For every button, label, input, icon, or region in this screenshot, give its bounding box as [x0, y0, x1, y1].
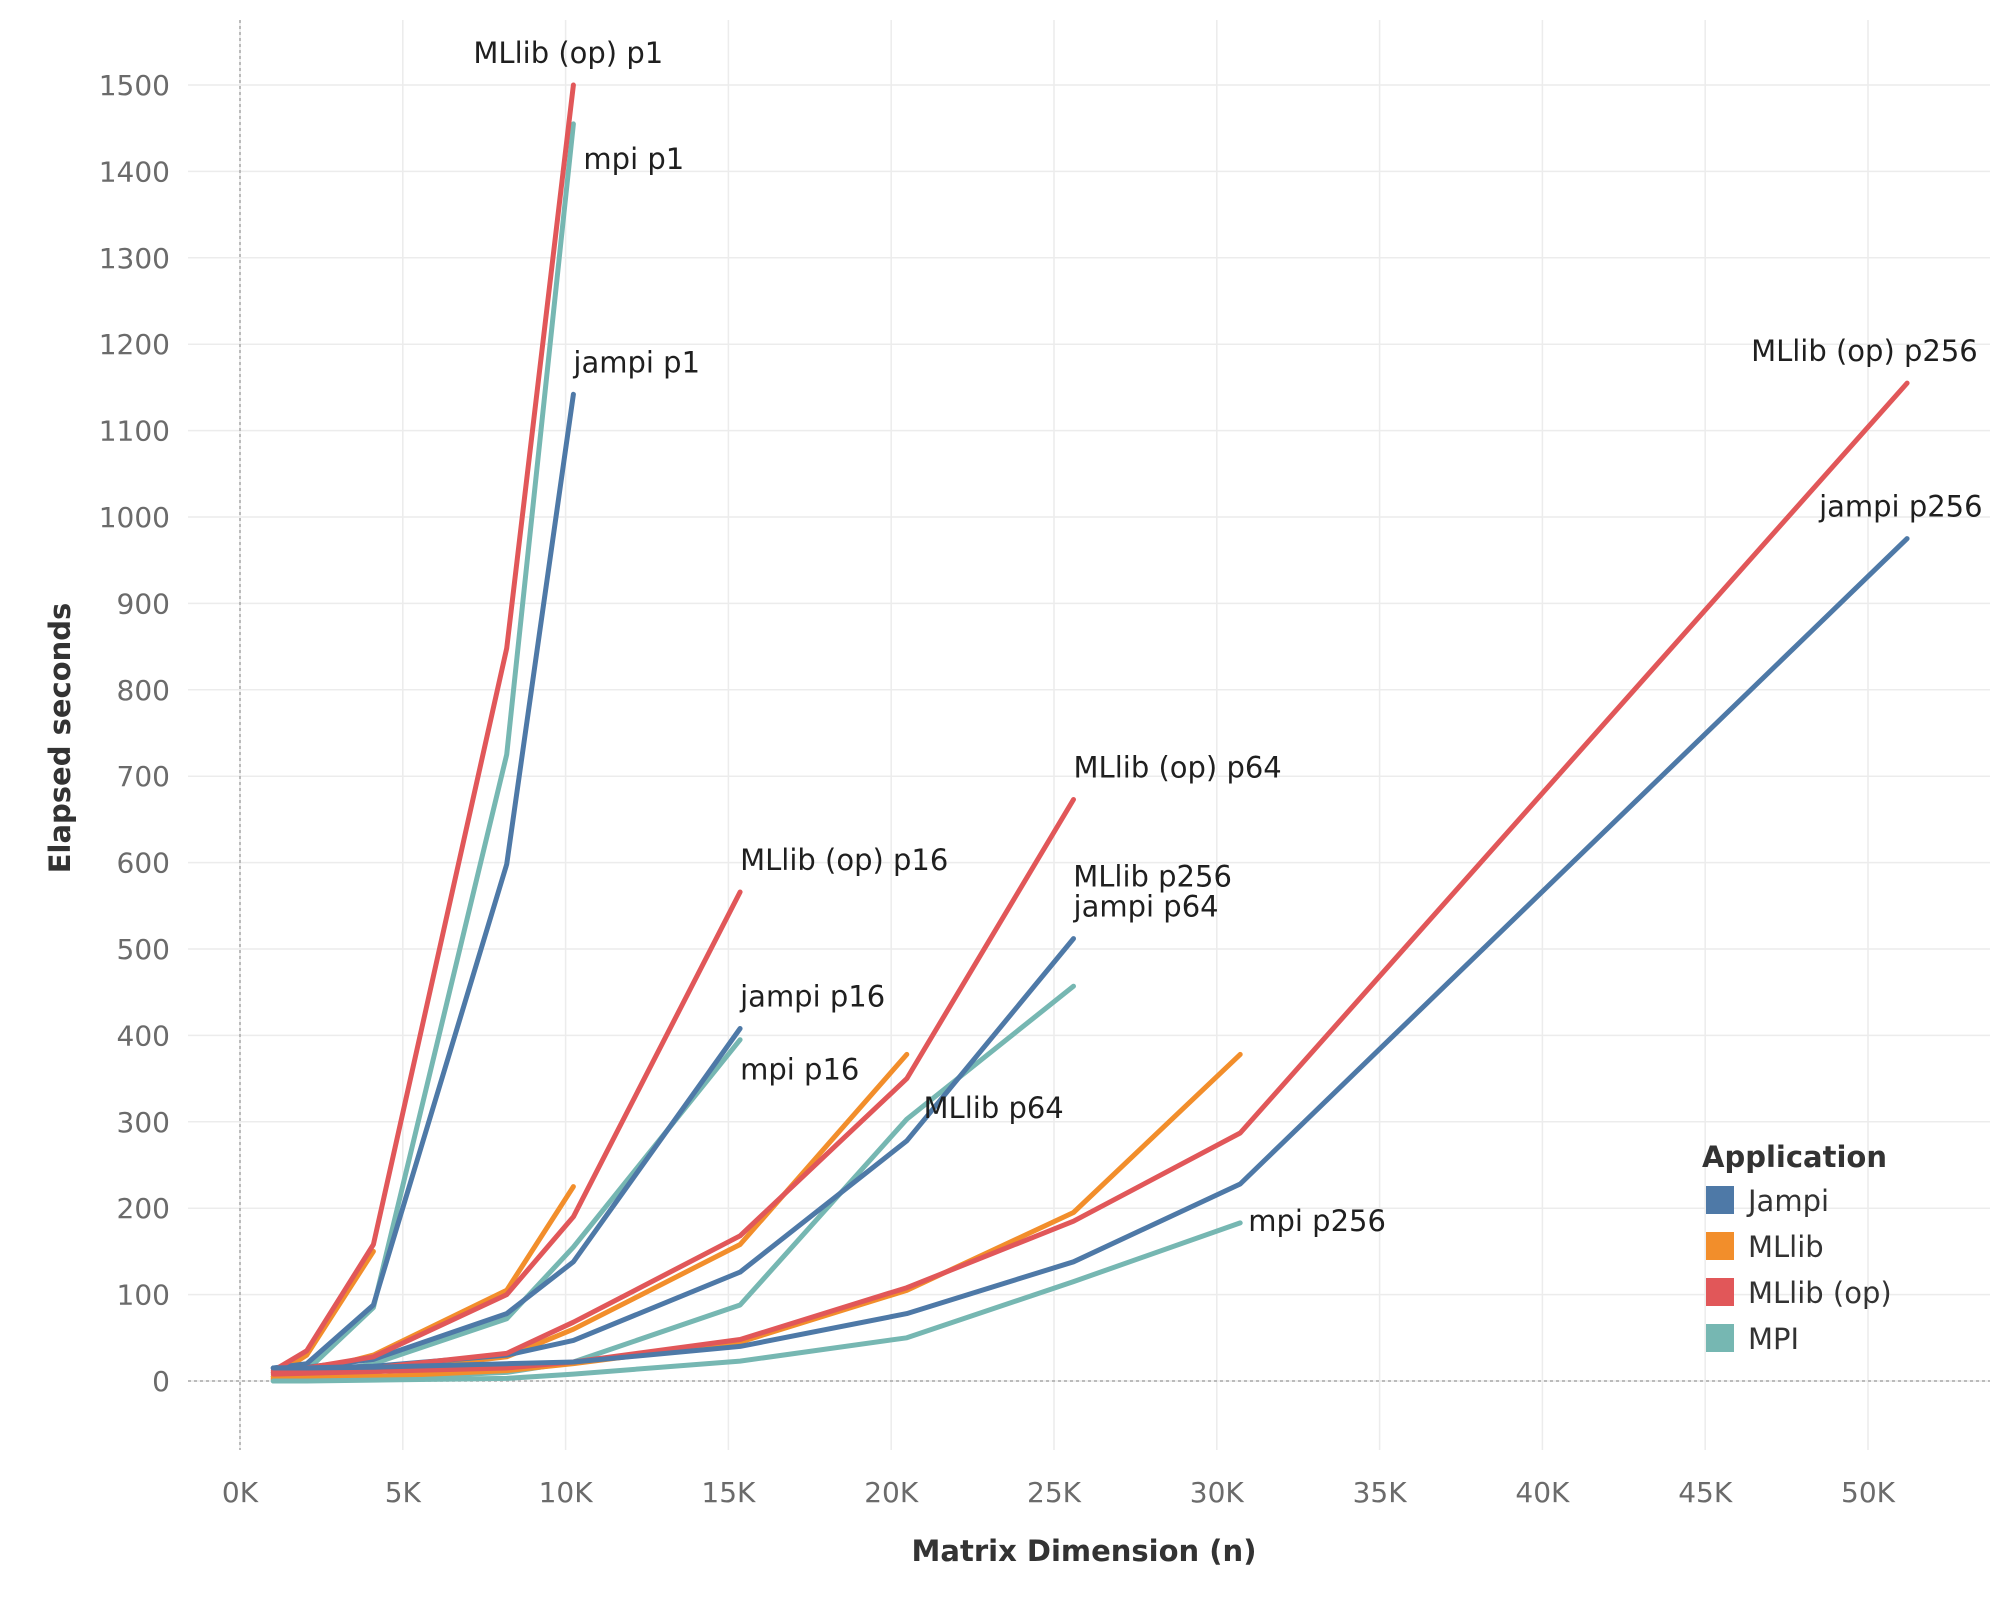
tick-labels: 0 100 200 300 400 500 600 700 800 900 1000 1100 1200… [99, 69, 1896, 1509]
legend-swatch [1706, 1278, 1734, 1306]
x-axis-title: Matrix Dimension (n) [912, 1534, 1257, 1568]
y-tick-label: 700 [117, 760, 170, 793]
x-tick-label: 5K [385, 1476, 422, 1509]
y-tick-label: 1400 [99, 155, 170, 188]
legend-label: MLlib [1748, 1230, 1824, 1264]
y-tick-label: 1300 [99, 242, 170, 275]
legend-swatch [1706, 1186, 1734, 1214]
x-tick-label: 30K [1190, 1476, 1245, 1509]
legend-swatch [1706, 1324, 1734, 1352]
y-tick-label: 100 [117, 1279, 170, 1312]
x-tick-label: 25K [1027, 1476, 1082, 1509]
series-label-mpi-p64: MLlib p64 [924, 1091, 1064, 1125]
legend-label: Jampi [1746, 1184, 1829, 1218]
series-label-jampi-p256: jampi p256 [1818, 490, 1983, 524]
x-tick-label: 0K [222, 1476, 259, 1509]
series-label-jampi-p64: jampi p64 [1073, 890, 1219, 924]
x-tick-label: 35K [1353, 1476, 1408, 1509]
y-tick-label: 900 [117, 587, 170, 620]
legend-label: MPI [1748, 1322, 1799, 1356]
series-label-mllib-op-p256: MLlib (op) p256 [1751, 334, 1978, 368]
legend: Application Jampi MLlib MLlib (op) MPI [1702, 1140, 1892, 1356]
series-label-mllib-p256: MLlib p256 [1073, 859, 1232, 893]
y-tick-label: 400 [117, 1019, 170, 1052]
y-tick-label: 1100 [99, 415, 170, 448]
series-line-mpi-p1 [270, 121, 576, 1380]
x-tick-label: 45K [1678, 1476, 1733, 1509]
series-label-jampi-p16: jampi p16 [739, 979, 885, 1013]
legend-title: Application [1702, 1140, 1887, 1174]
grid [188, 20, 1990, 1450]
y-tick-label: 1000 [99, 501, 170, 534]
legend-label: MLlib (op) [1748, 1276, 1892, 1310]
y-tick-label: 300 [117, 1106, 170, 1139]
series-label-mllib-op-p64: MLlib (op) p64 [1074, 751, 1282, 785]
x-tick-label: 15K [701, 1476, 756, 1509]
series-label-mpi-p16: mpi p16 [740, 1053, 859, 1087]
series-labels: mpi p1 jampi p1 MLlib (op) p1 mpi p16 jampi … [473, 36, 1982, 1238]
x-tick-label: 20K [864, 1476, 919, 1509]
y-tick-label: 0 [152, 1365, 170, 1398]
y-axis-title: Elapsed seconds [43, 603, 77, 874]
x-tick-label: 10K [539, 1476, 594, 1509]
series-line-mpi-p256 [270, 1220, 1243, 1384]
series-line-mllib-op-p256 [270, 380, 1910, 1377]
series-label-jampi-p1: jampi p1 [572, 345, 700, 379]
series-lines [270, 82, 1910, 1384]
series-label-mllib-op-p16: MLlib (op) p16 [740, 843, 948, 877]
series-line-mllib-op-p1 [270, 82, 576, 1374]
x-tick-label: 40K [1515, 1476, 1570, 1509]
series-label-mllib-op-p1: MLlib (op) p1 [473, 36, 663, 70]
y-tick-label: 600 [117, 847, 170, 880]
y-tick-label: 1200 [99, 328, 170, 361]
y-tick-label: 800 [117, 674, 170, 707]
legend-swatch [1706, 1232, 1734, 1260]
series-label-mpi-p256: mpi p256 [1248, 1204, 1386, 1238]
series-line-jampi-p256 [270, 536, 1910, 1371]
x-tick-label: 50K [1841, 1476, 1896, 1509]
y-tick-label: 1500 [99, 69, 170, 102]
series-label-mpi-p1: mpi p1 [583, 142, 684, 176]
y-tick-label: 500 [117, 933, 170, 966]
y-tick-label: 200 [117, 1192, 170, 1225]
